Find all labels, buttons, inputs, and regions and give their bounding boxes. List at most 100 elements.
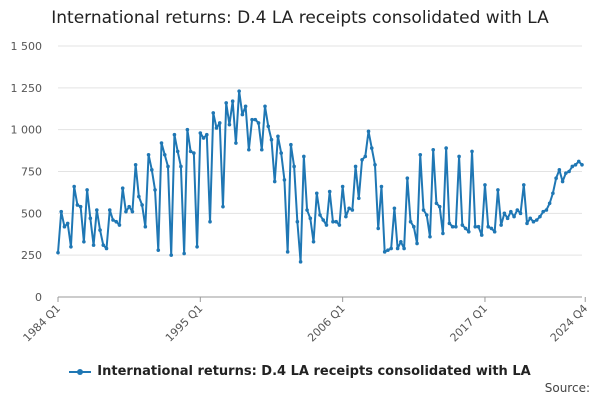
data-point[interactable] bbox=[179, 164, 183, 169]
data-point[interactable] bbox=[528, 216, 533, 221]
data-point[interactable] bbox=[120, 186, 125, 191]
data-point[interactable] bbox=[382, 250, 387, 254]
data-point[interactable] bbox=[505, 216, 510, 221]
data-point[interactable] bbox=[509, 209, 513, 214]
data-point[interactable] bbox=[463, 226, 468, 231]
data-point[interactable] bbox=[560, 179, 565, 184]
data-point[interactable] bbox=[344, 214, 348, 219]
data-point[interactable] bbox=[302, 154, 306, 159]
data-point[interactable] bbox=[373, 163, 377, 167]
data-point[interactable] bbox=[289, 142, 293, 147]
data-point[interactable] bbox=[531, 219, 536, 224]
data-point[interactable] bbox=[350, 208, 355, 212]
data-point[interactable] bbox=[198, 131, 203, 135]
data-point[interactable] bbox=[564, 171, 568, 175]
data-point[interactable] bbox=[470, 149, 474, 154]
data-point[interactable] bbox=[379, 184, 384, 189]
data-point[interactable] bbox=[85, 188, 89, 192]
data-point[interactable] bbox=[295, 219, 300, 224]
data-point[interactable] bbox=[133, 163, 138, 167]
data-point[interactable] bbox=[250, 117, 254, 122]
data-point[interactable] bbox=[263, 104, 267, 109]
data-point[interactable] bbox=[259, 147, 264, 152]
data-point[interactable] bbox=[460, 223, 465, 227]
data-point[interactable] bbox=[195, 245, 199, 249]
data-point[interactable] bbox=[412, 224, 416, 229]
data-point[interactable] bbox=[340, 184, 345, 189]
data-point[interactable] bbox=[69, 245, 73, 249]
data-point[interactable] bbox=[473, 224, 478, 229]
data-point[interactable] bbox=[334, 219, 338, 224]
data-point[interactable] bbox=[541, 209, 545, 214]
data-point[interactable] bbox=[499, 223, 503, 227]
data-point[interactable] bbox=[285, 250, 290, 254]
data-point[interactable] bbox=[405, 176, 410, 180]
data-point[interactable] bbox=[447, 221, 452, 226]
data-point[interactable] bbox=[224, 101, 228, 105]
data-point[interactable] bbox=[188, 149, 193, 154]
data-point[interactable] bbox=[496, 188, 500, 192]
data-point[interactable] bbox=[185, 127, 190, 132]
data-point[interactable] bbox=[424, 213, 429, 217]
data-point[interactable] bbox=[56, 250, 60, 255]
data-point[interactable] bbox=[101, 243, 106, 247]
data-point[interactable] bbox=[534, 218, 539, 222]
data-point[interactable] bbox=[576, 159, 581, 164]
data-point[interactable] bbox=[363, 154, 368, 159]
data-point[interactable] bbox=[172, 132, 177, 137]
data-point[interactable] bbox=[253, 117, 258, 122]
data-point[interactable] bbox=[272, 179, 277, 184]
data-point[interactable] bbox=[153, 188, 157, 192]
data-point[interactable] bbox=[111, 218, 115, 222]
data-point[interactable] bbox=[240, 112, 245, 117]
data-point[interactable] bbox=[554, 176, 558, 180]
data-point[interactable] bbox=[525, 221, 529, 226]
data-point[interactable] bbox=[98, 228, 102, 232]
data-point[interactable] bbox=[444, 146, 448, 150]
data-point[interactable] bbox=[182, 251, 186, 256]
data-point[interactable] bbox=[217, 121, 222, 125]
data-point[interactable] bbox=[314, 191, 319, 196]
data-point[interactable] bbox=[104, 246, 109, 251]
data-point[interactable] bbox=[457, 154, 461, 159]
data-point[interactable] bbox=[580, 163, 584, 167]
data-point[interactable] bbox=[91, 243, 96, 247]
data-point[interactable] bbox=[59, 209, 64, 214]
data-point[interactable] bbox=[492, 229, 497, 234]
data-point[interactable] bbox=[353, 164, 358, 169]
data-point[interactable] bbox=[369, 146, 374, 150]
data-point[interactable] bbox=[515, 208, 520, 212]
data-point[interactable] bbox=[311, 239, 316, 244]
data-point[interactable] bbox=[159, 141, 164, 145]
data-point[interactable] bbox=[437, 204, 442, 209]
data-point[interactable] bbox=[247, 147, 251, 152]
data-point[interactable] bbox=[324, 223, 329, 227]
data-point[interactable] bbox=[227, 122, 232, 127]
data-point[interactable] bbox=[544, 208, 549, 212]
data-point[interactable] bbox=[434, 201, 439, 206]
data-point[interactable] bbox=[75, 203, 80, 207]
data-point[interactable] bbox=[366, 129, 371, 134]
data-point[interactable] bbox=[466, 229, 471, 234]
data-point[interactable] bbox=[266, 124, 271, 129]
data-point[interactable] bbox=[124, 209, 128, 214]
data-point[interactable] bbox=[143, 224, 148, 229]
data-point[interactable] bbox=[211, 111, 216, 115]
data-point[interactable] bbox=[214, 126, 219, 130]
data-point[interactable] bbox=[237, 89, 241, 93]
data-point[interactable] bbox=[127, 204, 131, 209]
data-point[interactable] bbox=[107, 208, 112, 212]
data-point[interactable] bbox=[415, 241, 419, 246]
data-point[interactable] bbox=[483, 183, 487, 187]
data-point[interactable] bbox=[230, 99, 235, 104]
data-point[interactable] bbox=[402, 246, 406, 251]
data-point[interactable] bbox=[418, 152, 423, 157]
data-point[interactable] bbox=[547, 201, 552, 206]
data-point[interactable] bbox=[331, 219, 335, 224]
data-point[interactable] bbox=[538, 214, 542, 219]
data-point[interactable] bbox=[454, 224, 458, 229]
data-point[interactable] bbox=[557, 168, 562, 172]
data-point[interactable] bbox=[117, 223, 122, 227]
data-point[interactable] bbox=[347, 206, 351, 211]
data-point[interactable] bbox=[204, 132, 209, 137]
